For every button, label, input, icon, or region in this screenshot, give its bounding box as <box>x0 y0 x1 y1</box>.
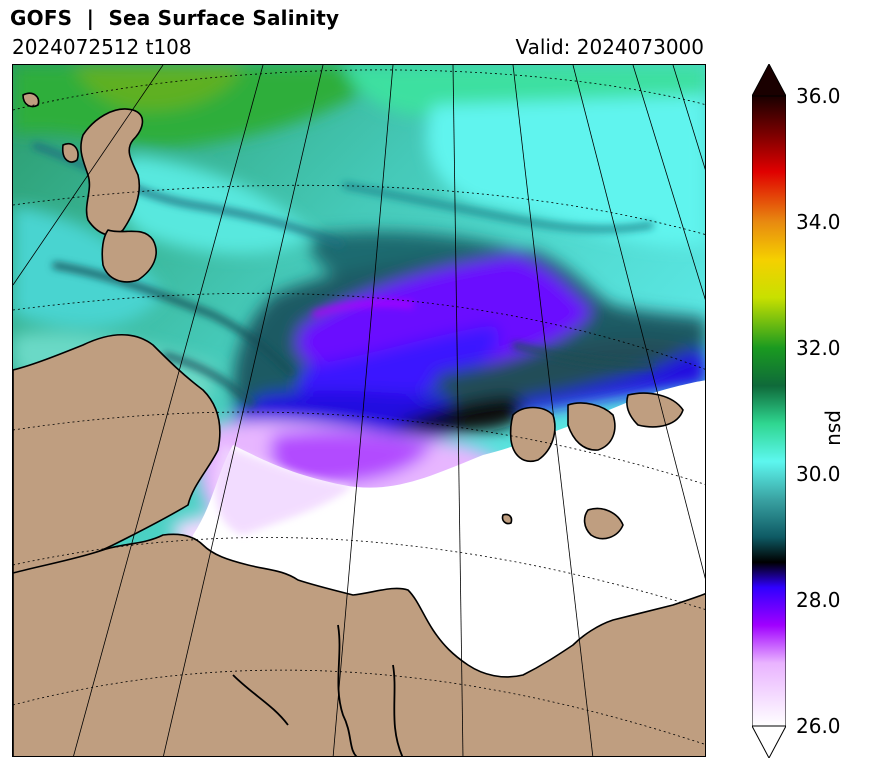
land-siberia-south <box>13 533 705 756</box>
colorbar-extend-min <box>752 725 786 758</box>
map-canvas <box>13 65 705 756</box>
colorbar-unit-label: psu <box>824 410 848 446</box>
land-severnaya-zemlya <box>80 108 144 236</box>
graticule-meridians <box>13 65 705 756</box>
rivers <box>232 624 404 756</box>
model-run-label: 2024072512 t108 <box>12 35 192 59</box>
colorbar-tick-28: 28.0 <box>796 588 841 612</box>
salinity-map <box>12 64 706 757</box>
graticule-parallels <box>13 69 705 745</box>
land-new-siberian-islands <box>509 406 556 462</box>
map-title: GOFS | Sea Surface Salinity <box>10 6 340 30</box>
land-masses <box>13 92 705 756</box>
colorbar-tick-30: 30.0 <box>796 462 841 486</box>
colorbar-tick-36: 36.0 <box>796 84 841 108</box>
colorbar-scale <box>752 95 786 727</box>
valid-time-label: Valid: 2024073000 <box>515 35 704 59</box>
colorbar-tick-26: 26.0 <box>796 714 841 738</box>
colorbar-tick-32: 32.0 <box>796 336 841 360</box>
colorbar <box>752 64 786 758</box>
colorbar-extend-max <box>752 64 786 97</box>
colorbar-tick-34: 34.0 <box>796 210 841 234</box>
